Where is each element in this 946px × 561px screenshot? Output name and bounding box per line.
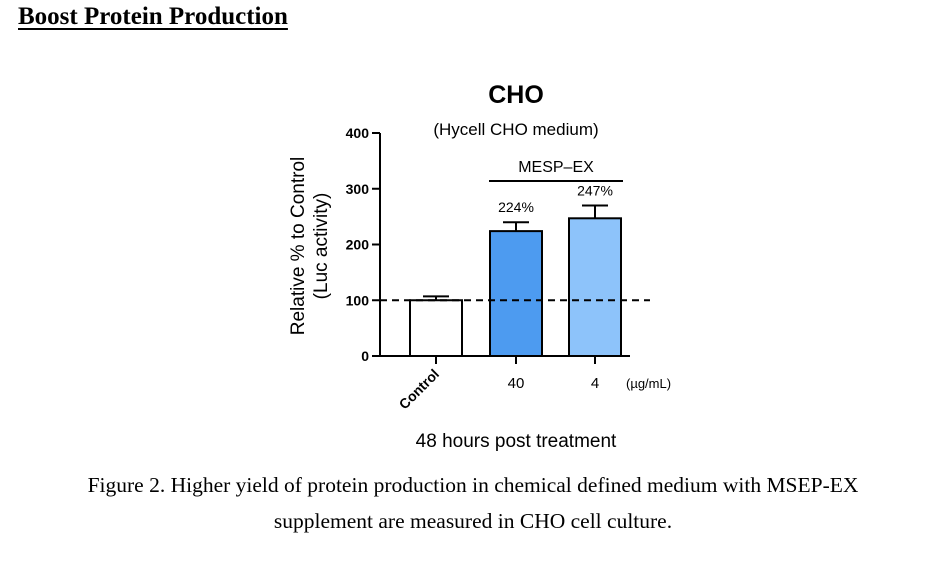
chart-title: CHO bbox=[488, 81, 544, 109]
y-tick-label: 0 bbox=[361, 348, 369, 364]
page-heading: Boost Protein Production bbox=[18, 3, 288, 30]
group-label: MESP–EX bbox=[518, 159, 594, 176]
x-category-label: 40 bbox=[508, 375, 525, 392]
caption-line-2: supplement are measured in CHO cell cult… bbox=[273, 509, 673, 533]
y-axis-title: Relative % to Control bbox=[288, 157, 309, 335]
y-axis-subtitle: (Luc activity) bbox=[311, 193, 332, 300]
x-category-label: 4 bbox=[591, 375, 599, 392]
x-category-label: Control bbox=[396, 366, 443, 413]
bar-0 bbox=[409, 299, 463, 357]
x-unit-label: (µg/mL) bbox=[626, 376, 671, 391]
figure-caption: Figure 2. Higher yield of protein produc… bbox=[0, 467, 946, 539]
bar-chart: CHO (Hycell CHO medium) MESP–EX 0 100 200 300 4… bbox=[288, 81, 671, 452]
bar-2 bbox=[568, 217, 622, 357]
y-tick-label: 300 bbox=[346, 181, 370, 197]
bar-1 bbox=[489, 230, 543, 357]
x-axis-title: 48 hours post treatment bbox=[416, 431, 617, 452]
y-tick-label: 200 bbox=[346, 237, 370, 253]
data-label: 247% bbox=[577, 182, 613, 198]
caption-line-1: Figure 2. Higher yield of protein produc… bbox=[87, 473, 859, 497]
y-tick-label: 100 bbox=[346, 292, 370, 308]
data-label: 224% bbox=[498, 199, 534, 215]
chart-subtitle: (Hycell CHO medium) bbox=[433, 120, 598, 139]
y-tick-label: 400 bbox=[346, 125, 370, 141]
